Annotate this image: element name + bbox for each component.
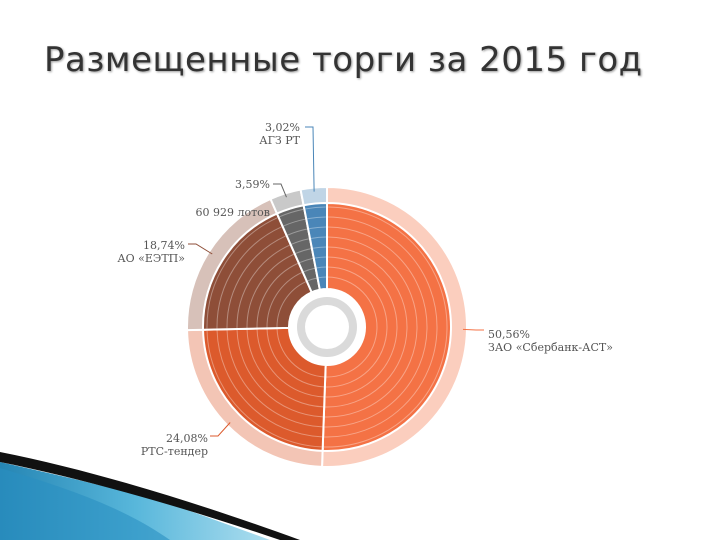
total-lots-label: 60 929 лотов [196,206,271,219]
donut-hole [305,305,349,349]
slice-4-texture-ring [279,208,304,218]
slice-4-leader-line [273,183,287,198]
slice-5-texture-ring [305,206,326,210]
slice-5-leader-line [305,126,315,192]
slice-3-texture-ring [256,262,299,328]
slice-2-value-label: 24,08% [166,432,208,445]
slice-5-texture-ring [316,266,327,269]
slice-3-texture-ring [216,226,282,329]
slice-1-value-label: 50,56% [488,328,530,341]
slice-1-texture-ring [324,226,428,428]
slice-2-texture-ring [276,328,325,378]
slice-1-texture-ring [324,216,438,438]
slice-3-category-label: АО «ЕЭТП» [117,252,185,265]
slice-1-category-label: ЗАО «Сбербанк-АСТ» [488,341,613,354]
slice-2-texture-ring [256,329,324,398]
slice-1-texture-ring [324,246,408,408]
slice-3-texture-ring [226,235,286,329]
slice-1-texture-ring [323,206,448,448]
slice-2-category-label: РТС-тендер [141,445,208,458]
slice-1-texture-ring [324,236,418,418]
slice-3-leader-line [188,243,213,255]
slice-1-leader-line [462,328,484,331]
slice-4-texture-ring [287,228,308,236]
slice-1-texture-ring [325,276,378,378]
slice-3-texture-ring [246,253,295,328]
slice-5-value-label: 3,02% [265,121,300,134]
slice-5-category-label: АГЗ РТ [259,134,300,147]
slice-3-value-label: 18,74% [143,239,185,252]
slice-5-texture-ring [307,216,326,220]
slice-4-texture-ring [283,218,306,227]
slice-3-texture-ring [206,217,278,329]
slice-1-texture-ring [325,256,398,398]
slice-4-value-label: 3,59% [235,178,270,191]
slice-1-texture-ring [325,266,388,388]
slice-3-texture-ring [276,280,307,328]
slice-2-texture-ring [216,330,323,438]
slice-2-leader-line [210,422,231,437]
slice-5-texture-ring [314,256,327,259]
slice-3-texture-ring [266,271,303,328]
slice-5-texture-ring [310,236,327,239]
slice-2-texture-ring [246,329,324,408]
slice-3-texture-ring [236,244,291,329]
slice-5-texture-ring [312,246,327,249]
slice-2-texture-ring [236,329,323,418]
slice-5-texture-ring [317,276,327,279]
slice-5-texture-ring [309,226,327,230]
slice-2-texture-ring [226,330,323,428]
slice-2-texture-ring [266,328,325,388]
slice-2-texture-ring [206,330,322,448]
slide-title: Размещенные торги за 2015 год [44,40,643,80]
